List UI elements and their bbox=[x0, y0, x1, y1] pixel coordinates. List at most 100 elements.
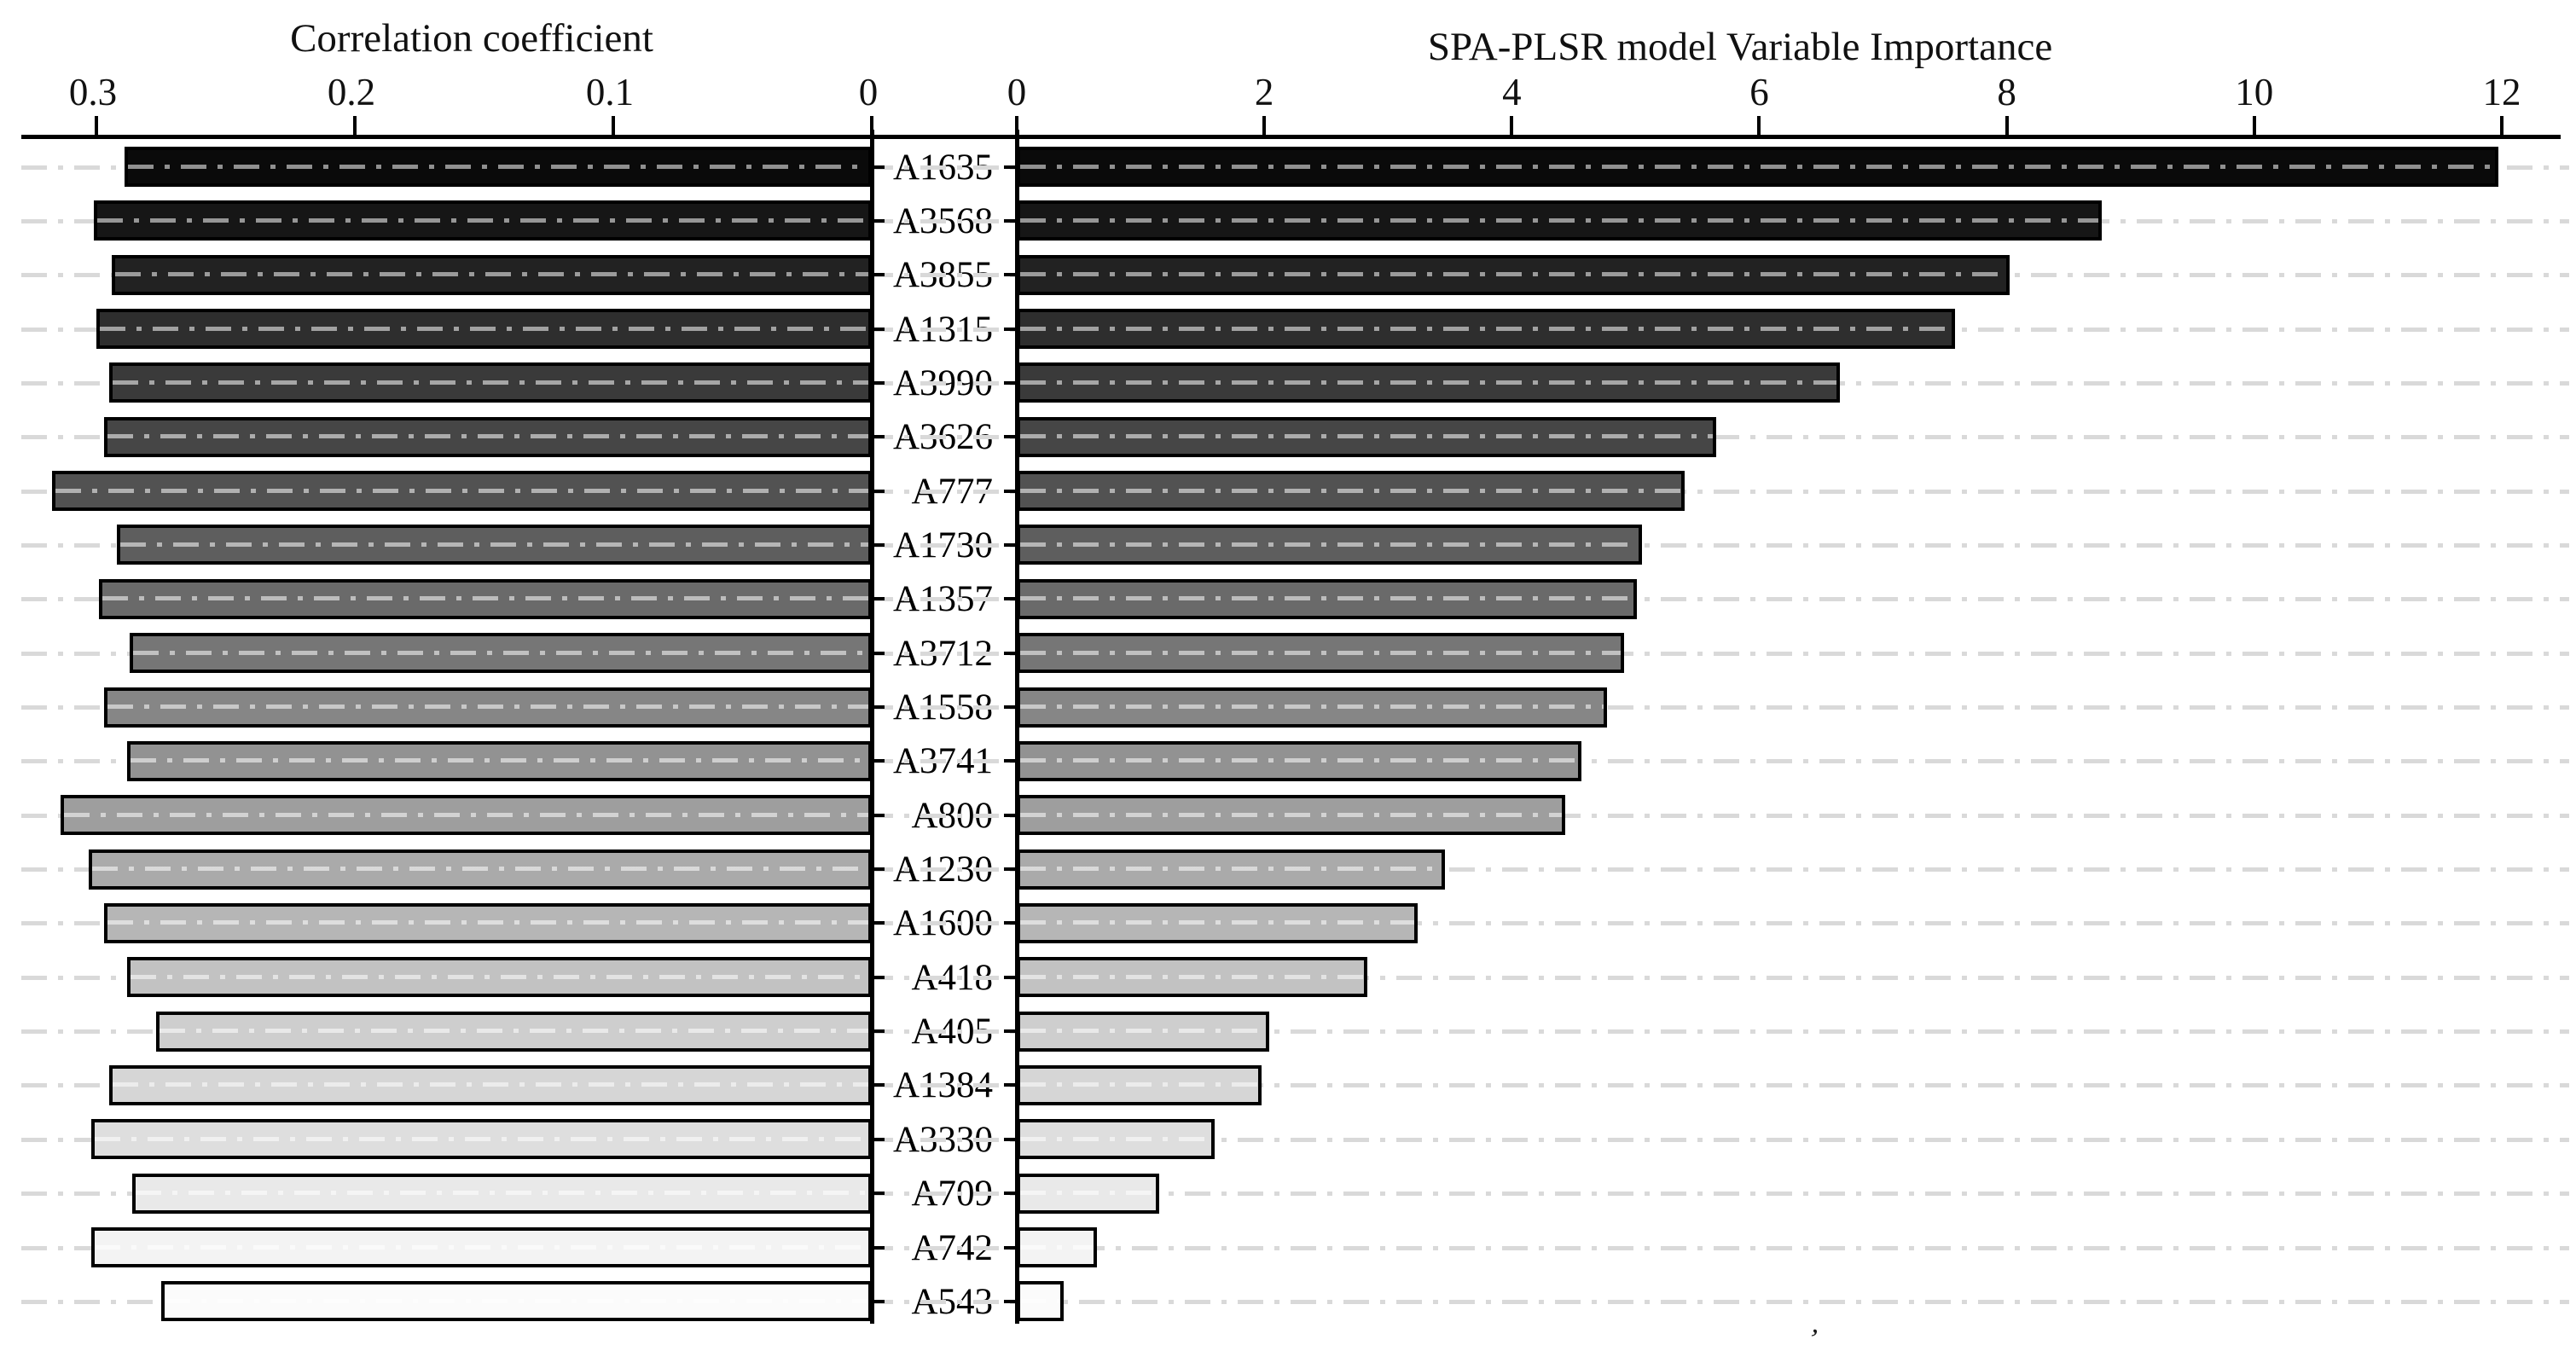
bar-vip-A1384 bbox=[1017, 1064, 1262, 1105]
bar-correlation-A1600 bbox=[104, 902, 872, 943]
bar-vip-A3741 bbox=[1017, 740, 1581, 781]
bar-vip-A1635 bbox=[1017, 147, 2498, 187]
bar-correlation-A3712 bbox=[130, 633, 872, 674]
gridline bbox=[21, 1029, 2569, 1035]
right-axis-tick bbox=[1015, 116, 1018, 136]
bar-inner-dash bbox=[1020, 542, 1639, 547]
gridline bbox=[21, 1083, 2569, 1088]
bar-inner-dash bbox=[1020, 758, 1578, 763]
bar-vip-A405 bbox=[1017, 1011, 1269, 1052]
category-tick-left bbox=[872, 921, 885, 925]
left-axis-tick-label: 0.2 bbox=[327, 71, 376, 113]
bar-inner-dash bbox=[120, 542, 868, 547]
category-tick-right bbox=[1004, 218, 1017, 223]
category-tick-left bbox=[872, 165, 885, 169]
bar-inner-dash bbox=[96, 217, 868, 223]
bar-correlation-A1635 bbox=[125, 147, 872, 187]
right-axis-tick-label: 4 bbox=[1502, 71, 1522, 113]
category-tick-left bbox=[872, 218, 885, 223]
category-tick-left bbox=[872, 327, 885, 331]
category-tick-right bbox=[1004, 813, 1017, 817]
category-tick-right bbox=[1004, 327, 1017, 331]
bar-vip-A1600 bbox=[1017, 902, 1419, 943]
category-tick-left bbox=[872, 273, 885, 277]
bar-vip-A3330 bbox=[1017, 1119, 1215, 1160]
bar-inner-dash bbox=[100, 326, 868, 331]
category-tick-left bbox=[872, 435, 885, 439]
category-tick-right bbox=[1004, 597, 1017, 601]
left-axis-tick bbox=[95, 116, 98, 136]
right-axis-tick-label: 10 bbox=[2235, 71, 2274, 113]
bar-inner-dash bbox=[1020, 596, 1633, 601]
bar-inner-dash bbox=[107, 434, 868, 439]
category-tick-right bbox=[1004, 380, 1017, 385]
right-axis-tick bbox=[2499, 116, 2503, 136]
bar-correlation-A742 bbox=[90, 1227, 872, 1267]
bar-correlation-A418 bbox=[127, 957, 872, 998]
bar-correlation-A1558 bbox=[104, 687, 872, 728]
gridline bbox=[21, 1192, 2569, 1197]
bar-vip-A742 bbox=[1017, 1227, 1098, 1267]
category-tick-left bbox=[872, 542, 885, 547]
bar-vip-A3568 bbox=[1017, 200, 2103, 241]
left-axis-tick-label: 0 bbox=[858, 71, 879, 113]
left-axis-tick-label: 0.1 bbox=[585, 71, 635, 113]
bar-inner-dash bbox=[1020, 704, 1604, 709]
bar-inner-dash bbox=[55, 488, 868, 493]
stray-mark: ’ bbox=[1805, 1323, 1822, 1351]
category-tick-right bbox=[1004, 1245, 1017, 1250]
left-axis-tick bbox=[870, 116, 873, 136]
bar-inner-dash bbox=[1020, 812, 1562, 817]
bar-inner-dash bbox=[159, 1029, 868, 1034]
bar-inner-dash bbox=[133, 650, 868, 655]
left-axis-tick bbox=[353, 116, 357, 136]
category-tick-left bbox=[872, 489, 885, 493]
bar-inner-dash bbox=[113, 380, 868, 385]
bar-inner-dash bbox=[1020, 867, 1442, 872]
bar-correlation-A3568 bbox=[93, 200, 872, 241]
right-axis-tick bbox=[2252, 116, 2256, 136]
bar-vip-A3990 bbox=[1017, 362, 1840, 403]
bar-vip-A3712 bbox=[1017, 633, 1625, 674]
bar-inner-dash bbox=[107, 920, 868, 925]
bar-inner-dash bbox=[102, 596, 868, 601]
bar-vip-A709 bbox=[1017, 1173, 1159, 1214]
category-tick-right bbox=[1004, 921, 1017, 925]
bar-inner-dash bbox=[1020, 1244, 1094, 1250]
bar-correlation-A709 bbox=[132, 1173, 872, 1214]
bar-correlation-A1730 bbox=[117, 525, 872, 565]
right-axis-tick bbox=[1757, 116, 1761, 136]
bar-inner-dash bbox=[113, 1082, 868, 1087]
bar-vip-A418 bbox=[1017, 957, 1367, 998]
category-tick-left bbox=[872, 759, 885, 763]
bar-inner-dash bbox=[1020, 920, 1415, 925]
right-axis-tick-label: 0 bbox=[1007, 71, 1027, 113]
bar-inner-dash bbox=[1020, 1029, 1266, 1034]
bar-inner-dash bbox=[107, 704, 868, 709]
bar-inner-dash bbox=[1020, 1082, 1259, 1087]
bar-inner-dash bbox=[1020, 1136, 1212, 1141]
bar-correlation-A1230 bbox=[88, 849, 872, 890]
category-tick-left bbox=[872, 1083, 885, 1087]
bar-inner-dash bbox=[1020, 380, 1836, 385]
left-axis-tick-label: 0.3 bbox=[68, 71, 118, 113]
center-left-axis-line bbox=[870, 130, 874, 1324]
bar-vip-A777 bbox=[1017, 471, 1685, 512]
bar-inner-dash bbox=[1020, 650, 1622, 655]
bar-vip-A1357 bbox=[1017, 578, 1637, 619]
category-tick-right bbox=[1004, 489, 1017, 493]
center-right-axis-line bbox=[1015, 130, 1019, 1324]
category-tick-left bbox=[872, 380, 885, 385]
category-tick-left bbox=[872, 867, 885, 872]
bar-inner-dash bbox=[1020, 434, 1713, 439]
category-tick-right bbox=[1004, 705, 1017, 709]
category-tick-right bbox=[1004, 542, 1017, 547]
category-tick-left bbox=[872, 975, 885, 979]
bar-inner-dash bbox=[1020, 217, 2099, 223]
right-axis-tick bbox=[2005, 116, 2009, 136]
category-tick-right bbox=[1004, 651, 1017, 655]
category-tick-right bbox=[1004, 759, 1017, 763]
bar-correlation-A3330 bbox=[90, 1119, 872, 1160]
bar-vip-A800 bbox=[1017, 795, 1565, 836]
